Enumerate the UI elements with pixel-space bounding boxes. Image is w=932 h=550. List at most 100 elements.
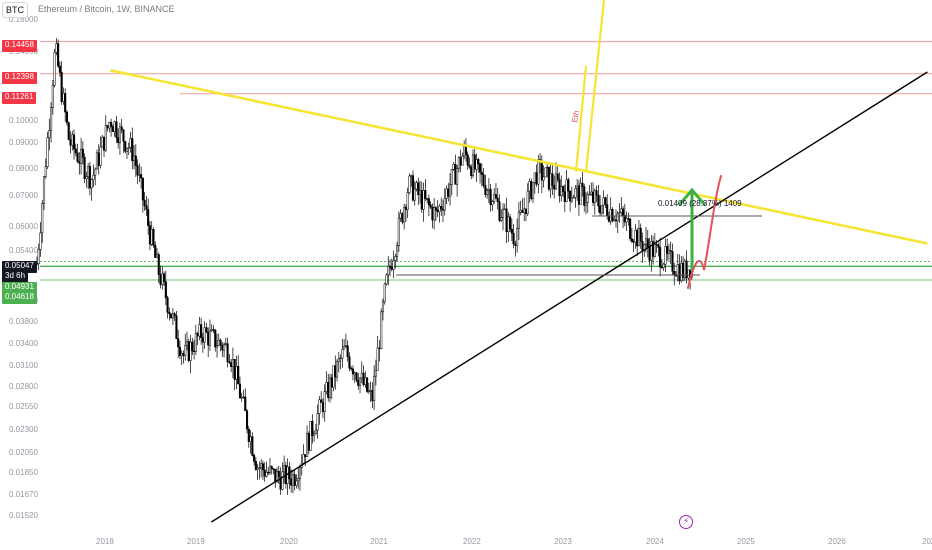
candle-body	[215, 345, 219, 348]
candle-body	[131, 138, 134, 161]
candle-body	[440, 206, 443, 210]
candle-body	[120, 126, 123, 131]
lightning-bolt-icon[interactable]: ⚡	[679, 515, 693, 529]
candle-body	[528, 181, 531, 192]
candle-body	[524, 208, 528, 214]
candle-body	[516, 228, 519, 246]
candle-body	[630, 238, 633, 242]
green-up-arrow[interactable]	[678, 187, 706, 272]
candle-body	[65, 111, 69, 123]
x-tick-label: 2024	[646, 537, 664, 546]
candle-body	[466, 154, 469, 166]
candle-body	[666, 246, 669, 254]
candle-body	[494, 194, 497, 199]
candle-body	[641, 241, 644, 252]
candle-body	[346, 345, 349, 357]
candle-body	[424, 190, 427, 199]
red-projection-curve[interactable]	[687, 175, 722, 289]
candle-body	[147, 209, 150, 226]
candle-body	[48, 129, 51, 139]
candle-body	[600, 204, 603, 214]
candle-body	[132, 155, 136, 161]
candle-body	[392, 260, 395, 270]
candle-body	[404, 206, 407, 210]
candle-body	[341, 348, 344, 359]
candle-body	[622, 208, 625, 216]
candle-body	[625, 218, 628, 223]
candle-body	[607, 215, 610, 222]
candle-body	[175, 315, 178, 339]
candle-body	[286, 466, 289, 484]
candle-body	[58, 65, 61, 73]
candle-body	[512, 233, 515, 245]
candle-body	[436, 209, 439, 213]
candle-body	[304, 454, 307, 457]
candle-body	[473, 154, 476, 170]
candle-body	[170, 313, 173, 319]
candle-body	[316, 413, 319, 431]
candle-body	[546, 166, 549, 169]
candle-body	[403, 206, 406, 223]
y-tick-label: 0.02800	[9, 382, 38, 391]
candle-body	[200, 324, 203, 338]
candle-body	[431, 206, 434, 221]
yellow-slash-short[interactable]	[574, 65, 588, 173]
candle-body	[337, 358, 340, 362]
candle-body	[230, 362, 233, 367]
candle-body	[636, 230, 639, 247]
candle-body	[51, 84, 54, 108]
candle-body	[62, 93, 65, 102]
candle-body	[487, 188, 490, 191]
candle-body	[420, 190, 423, 210]
candle-body	[307, 433, 310, 451]
candle-body	[373, 375, 376, 401]
candle-body	[136, 165, 139, 176]
candle-body	[514, 243, 517, 246]
candle-body	[113, 121, 116, 132]
candle-body	[526, 190, 529, 214]
yellow-trendline[interactable]	[110, 69, 928, 245]
trendlines	[110, 69, 928, 523]
green-price-tag-1: 0.04931	[2, 282, 37, 294]
y-tick-label: 0.05400	[9, 246, 38, 255]
candle-body	[101, 136, 104, 148]
candle-body	[237, 366, 240, 385]
candle-body	[298, 467, 302, 479]
candle-body	[471, 154, 475, 176]
candle-body	[399, 213, 402, 219]
candle-body	[263, 469, 266, 477]
candle-body	[422, 190, 425, 210]
candle-body	[327, 382, 330, 398]
candle-body	[378, 347, 381, 349]
black-trendline[interactable]	[210, 71, 928, 523]
candle-body	[318, 399, 321, 414]
candle-body	[547, 166, 550, 190]
candle-body	[639, 227, 642, 242]
candle-body	[376, 347, 379, 371]
candle-body	[489, 188, 492, 206]
candle-body	[350, 367, 353, 370]
x-tick-label: 2021	[370, 537, 388, 546]
candle-body	[198, 324, 201, 337]
candle-body	[95, 152, 99, 170]
candle-body	[429, 204, 432, 208]
candle-body	[680, 263, 683, 282]
candle-body	[427, 198, 430, 206]
candle-body	[217, 339, 220, 346]
candle-body	[351, 368, 355, 375]
candle-body	[535, 172, 538, 185]
candle-body	[627, 218, 630, 220]
candle-body	[479, 163, 482, 173]
candle-body	[182, 353, 185, 356]
candle-body	[88, 166, 91, 189]
candle-body	[87, 166, 90, 177]
candle-body	[415, 182, 418, 190]
candle-body	[293, 474, 296, 486]
candle-body	[493, 194, 496, 202]
candle-body	[443, 198, 446, 211]
yellow-slash-long[interactable]	[584, 0, 606, 173]
symbol-search-button[interactable]: BTC	[2, 2, 28, 18]
candle-body	[388, 265, 392, 268]
candle-body	[41, 203, 44, 234]
